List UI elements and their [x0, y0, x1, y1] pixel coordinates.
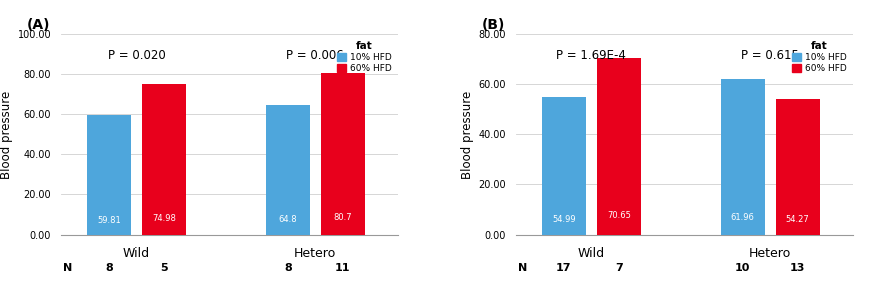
Text: 54.99: 54.99: [552, 214, 575, 224]
Text: (B): (B): [481, 18, 505, 32]
Text: (A): (A): [27, 18, 50, 32]
Text: 8: 8: [283, 263, 291, 273]
Text: 70.65: 70.65: [607, 211, 630, 221]
Text: 61.96: 61.96: [730, 213, 753, 222]
Text: 10: 10: [734, 263, 749, 273]
Text: P = 0.006: P = 0.006: [286, 49, 344, 62]
Text: Wild: Wild: [123, 247, 150, 259]
Text: 13: 13: [789, 263, 805, 273]
Legend: 10% HFD, 60% HFD: 10% HFD, 60% HFD: [335, 39, 393, 75]
Legend: 10% HFD, 60% HFD: 10% HFD, 60% HFD: [789, 39, 847, 75]
Text: Hetero: Hetero: [294, 247, 336, 259]
Bar: [142, 84, 186, 235]
Text: 17: 17: [555, 263, 571, 273]
Bar: [596, 58, 640, 235]
Bar: [87, 115, 131, 235]
Bar: [774, 99, 819, 235]
Text: 7: 7: [614, 263, 622, 273]
Text: 74.98: 74.98: [152, 214, 176, 223]
Text: 5: 5: [160, 263, 168, 273]
Text: Wild: Wild: [577, 247, 604, 259]
Text: P = 1.69E-4: P = 1.69E-4: [556, 49, 626, 62]
Text: 54.27: 54.27: [785, 215, 808, 224]
Text: 64.8: 64.8: [278, 215, 296, 224]
Bar: [720, 80, 764, 235]
Bar: [321, 73, 364, 235]
Text: P = 0.615: P = 0.615: [740, 49, 798, 62]
Text: 80.7: 80.7: [333, 212, 352, 222]
Text: N: N: [63, 263, 72, 273]
Bar: [541, 97, 585, 235]
Text: N: N: [517, 263, 527, 273]
Text: 8: 8: [105, 263, 113, 273]
Text: P = 0.020: P = 0.020: [108, 49, 165, 62]
Text: Hetero: Hetero: [748, 247, 790, 259]
Y-axis label: Blood pressure: Blood pressure: [461, 90, 474, 178]
Text: 59.81: 59.81: [97, 216, 121, 225]
Text: 11: 11: [335, 263, 350, 273]
Bar: [266, 105, 309, 235]
Y-axis label: Blood pressure: Blood pressure: [0, 90, 13, 178]
